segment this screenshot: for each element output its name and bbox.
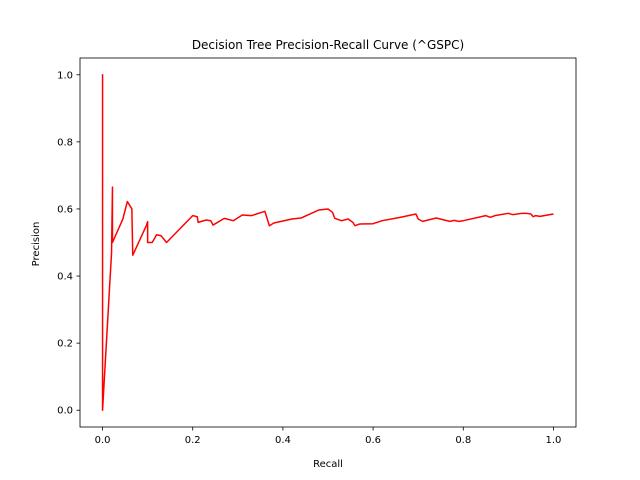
x-axis-label: Recall [313, 459, 343, 470]
y-tick-label: 0.8 [57, 137, 73, 148]
y-tick-label: 0.0 [57, 406, 73, 417]
x-tick-label: 0.8 [455, 435, 471, 446]
axes-frame [79, 57, 577, 428]
plot-area: 0.0 0.2 0.4 0.6 0.8 1.0 0.0 0.2 0.4 0.6 0.8 1.0 [57, 57, 577, 446]
series-line-0 [101, 74, 554, 411]
x-tick-label: 0.6 [365, 435, 381, 446]
y-tick-label: 0.2 [57, 339, 73, 350]
x-tick-label: 0.2 [185, 435, 201, 446]
y-axis-label: Precision [31, 222, 42, 267]
x-tick-label: 0.0 [95, 435, 111, 446]
chart-title: Decision Tree Precision-Recall Curve (^G… [192, 38, 464, 52]
x-tick-label: 0.4 [275, 435, 291, 446]
x-tick-label: 1.0 [546, 435, 562, 446]
y-tick-label: 1.0 [57, 70, 73, 81]
y-tick-label: 0.6 [57, 204, 73, 215]
y-tick-label: 0.4 [57, 272, 73, 283]
